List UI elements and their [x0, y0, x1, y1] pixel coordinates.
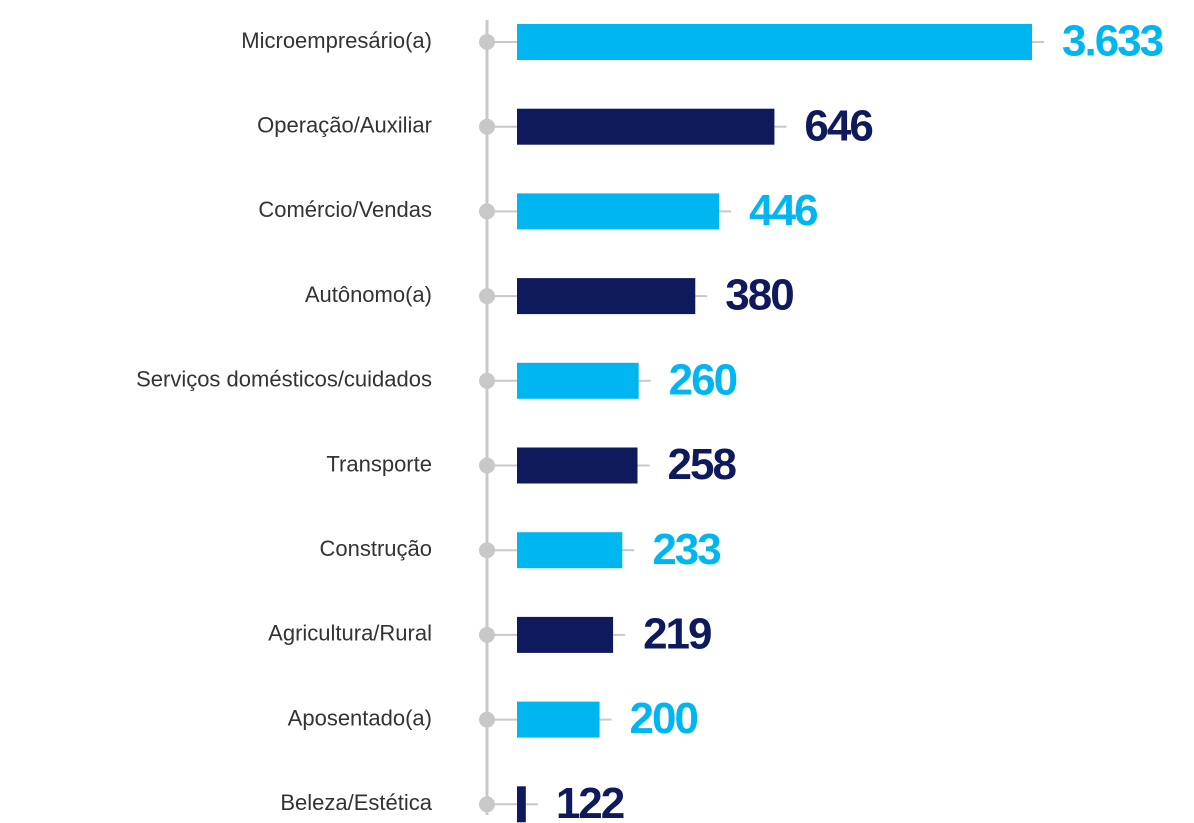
bar [517, 616, 614, 653]
category-label: Autônomo(a) [305, 282, 432, 307]
category-label: Beleza/Estética [280, 790, 432, 815]
category-label: Construção [319, 536, 432, 561]
value-label: 3.633 [1062, 17, 1163, 66]
category-label: Aposentado(a) [288, 705, 432, 730]
axis-dot [479, 203, 495, 220]
value-label: 219 [643, 610, 711, 659]
value-label: 200 [630, 694, 698, 743]
category-label: Transporte [326, 451, 432, 476]
bar [517, 278, 696, 315]
axis-dot [479, 288, 495, 305]
bar [517, 447, 638, 484]
value-label: 233 [652, 525, 720, 574]
value-label: 122 [556, 779, 624, 823]
bar [517, 532, 623, 569]
axis-dot [479, 457, 495, 474]
category-label: Microempresário(a) [241, 28, 432, 53]
axis-dot [479, 711, 495, 728]
bar [517, 362, 639, 399]
bar [517, 786, 526, 823]
axis-dot [479, 626, 495, 643]
bar [517, 24, 1032, 60]
category-label: Comércio/Vendas [258, 197, 432, 222]
axis-dot [479, 34, 495, 50]
bar [517, 193, 720, 230]
bar [517, 701, 600, 738]
axis-dot [479, 118, 495, 135]
value-label: 646 [804, 101, 872, 150]
category-label: Agricultura/Rural [268, 621, 432, 646]
category-label: Serviços domésticos/cuidados [136, 367, 432, 392]
axis-dot [479, 796, 495, 813]
value-label: 258 [668, 440, 737, 489]
category-label: Operação/Auxiliar [257, 113, 432, 138]
bar [517, 108, 775, 145]
value-label: 380 [725, 271, 793, 320]
axis-dot [479, 542, 495, 559]
value-label: 446 [749, 186, 817, 235]
axis-dot [479, 372, 495, 389]
value-label: 260 [669, 355, 737, 404]
